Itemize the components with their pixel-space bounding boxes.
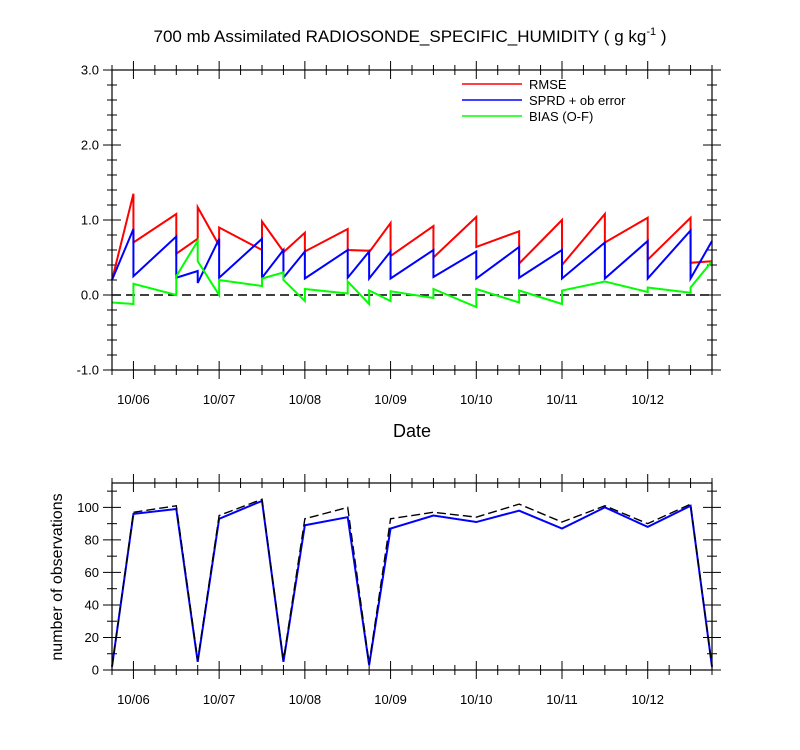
rmse-panel: 700 mb Assimilated RADIOSONDE_SPECIFIC_H… (77, 26, 721, 441)
top-xtick-label: 10/12 (631, 392, 664, 407)
bottom-xtick-label: 10/11 (546, 692, 578, 707)
top-ytick-label: 1.0 (81, 213, 99, 228)
top-ytick-label: 2.0 (81, 138, 99, 153)
top-series-bias-o-f (111, 237, 713, 309)
top-xtick-label: 10/07 (203, 392, 236, 407)
bottom-xtick-label: 10/08 (289, 692, 322, 707)
legend-label-sprd: SPRD + ob error (529, 93, 626, 108)
bottom-xtick-label: 10/09 (374, 692, 407, 707)
top-ticks (103, 61, 721, 379)
top-xtick-label: 10/08 (289, 392, 322, 407)
bottom-xtick-label: 10/07 (203, 692, 236, 707)
bottom-series-group (111, 498, 713, 667)
top-xtick-label: 10/06 (117, 392, 150, 407)
bottom-series-assimilated (111, 499, 713, 667)
bottom-ytick-label: 80 (85, 532, 99, 547)
top-xtick-label: 10/11 (546, 392, 578, 407)
x-axis-label: Date (393, 421, 431, 441)
bottom-ytick-label: 100 (77, 500, 99, 515)
y-axis-label-observations: number of observations (49, 493, 66, 660)
chart-title-main: 700 mb Assimilated RADIOSONDE_SPECIFIC_H… (154, 27, 647, 46)
bottom-ytick-label: 40 (85, 597, 99, 612)
top-y-tick-labels: -1.0 0.0 1.0 2.0 3.0 (77, 63, 99, 378)
bottom-xtick-label: 10/06 (117, 692, 150, 707)
top-plot-frame (111, 69, 713, 371)
chart-title: 700 mb Assimilated RADIOSONDE_SPECIFIC_H… (154, 26, 667, 46)
bottom-ytick-label: 20 (85, 630, 99, 645)
legend: RMSE SPRD + ob error BIAS (O-F) (462, 77, 626, 124)
legend-label-bias: BIAS (O-F) (529, 109, 593, 124)
bottom-xtick-label: 10/12 (631, 692, 664, 707)
bottom-plot-frame (111, 482, 713, 671)
legend-label-rmse: RMSE (529, 77, 567, 92)
top-series-group (111, 193, 713, 309)
bottom-series-possible (111, 498, 713, 667)
bottom-ytick-label: 60 (85, 565, 99, 580)
bottom-x-tick-labels: 10/06 10/07 10/08 10/09 10/10 10/11 10/12 (117, 692, 664, 707)
top-ytick-label: -1.0 (77, 363, 99, 378)
top-xtick-label: 10/10 (460, 392, 493, 407)
top-ytick-label: 3.0 (81, 63, 99, 78)
bottom-ytick-label: 0 (92, 663, 99, 678)
top-series-sprd-ob-error (111, 227, 713, 284)
bottom-y-tick-labels: 0 20 40 60 80 100 (77, 500, 99, 678)
top-x-tick-labels: 10/06 10/07 10/08 10/09 10/10 10/11 10/12 (117, 392, 664, 407)
top-xtick-label: 10/09 (374, 392, 407, 407)
chart-title-superscript: -1 (646, 26, 656, 38)
top-ytick-label: 0.0 (81, 288, 99, 303)
chart-title-end: ) (656, 27, 666, 46)
bottom-xtick-label: 10/10 (460, 692, 493, 707)
